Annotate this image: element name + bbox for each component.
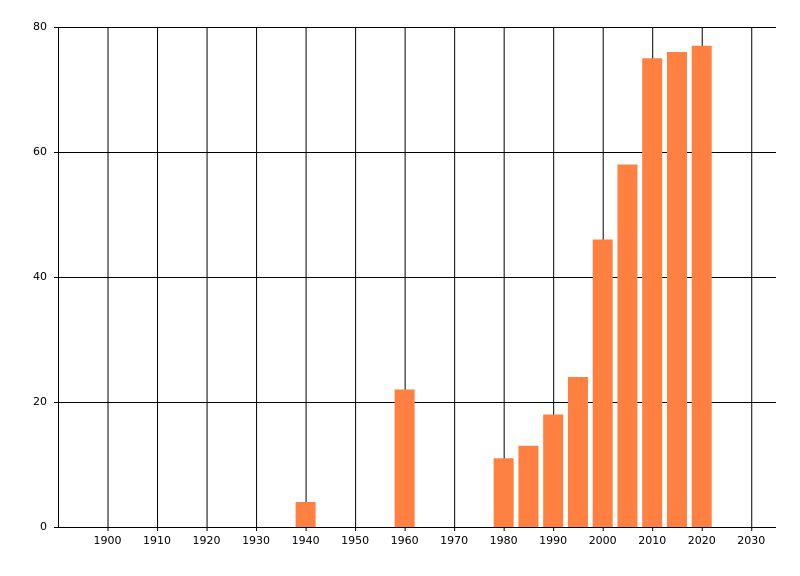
x-tick-label: 1960 xyxy=(391,534,419,547)
x-tick-label: 1940 xyxy=(292,534,320,547)
x-tick-label: 1990 xyxy=(539,534,567,547)
bar xyxy=(592,239,613,527)
bar xyxy=(394,389,415,527)
y-tick-label: 0 xyxy=(40,520,47,533)
y-tick-label: 20 xyxy=(33,395,47,408)
y-tick-label: 40 xyxy=(33,270,47,283)
x-tick-label: 1930 xyxy=(242,534,270,547)
x-tick-label: 2030 xyxy=(737,534,765,547)
bar xyxy=(493,458,514,527)
bar xyxy=(543,414,564,527)
bar xyxy=(617,164,638,527)
x-tick-label: 1910 xyxy=(143,534,171,547)
x-tick-label: 2020 xyxy=(688,534,716,547)
bar xyxy=(567,377,588,527)
bar xyxy=(666,52,687,527)
y-tick-label: 80 xyxy=(33,20,47,33)
y-tick-label: 60 xyxy=(33,145,47,158)
x-tick-label: 2010 xyxy=(638,534,666,547)
x-tick-label: 1950 xyxy=(341,534,369,547)
bar xyxy=(691,45,712,527)
x-tick-label: 1920 xyxy=(193,534,221,547)
x-tick-label: 1900 xyxy=(94,534,122,547)
x-tick-label: 1980 xyxy=(490,534,518,547)
bar xyxy=(518,445,539,527)
x-tick-label: 2000 xyxy=(589,534,617,547)
x-tick-label: 1970 xyxy=(440,534,468,547)
bar xyxy=(642,58,663,527)
bar xyxy=(295,502,316,527)
